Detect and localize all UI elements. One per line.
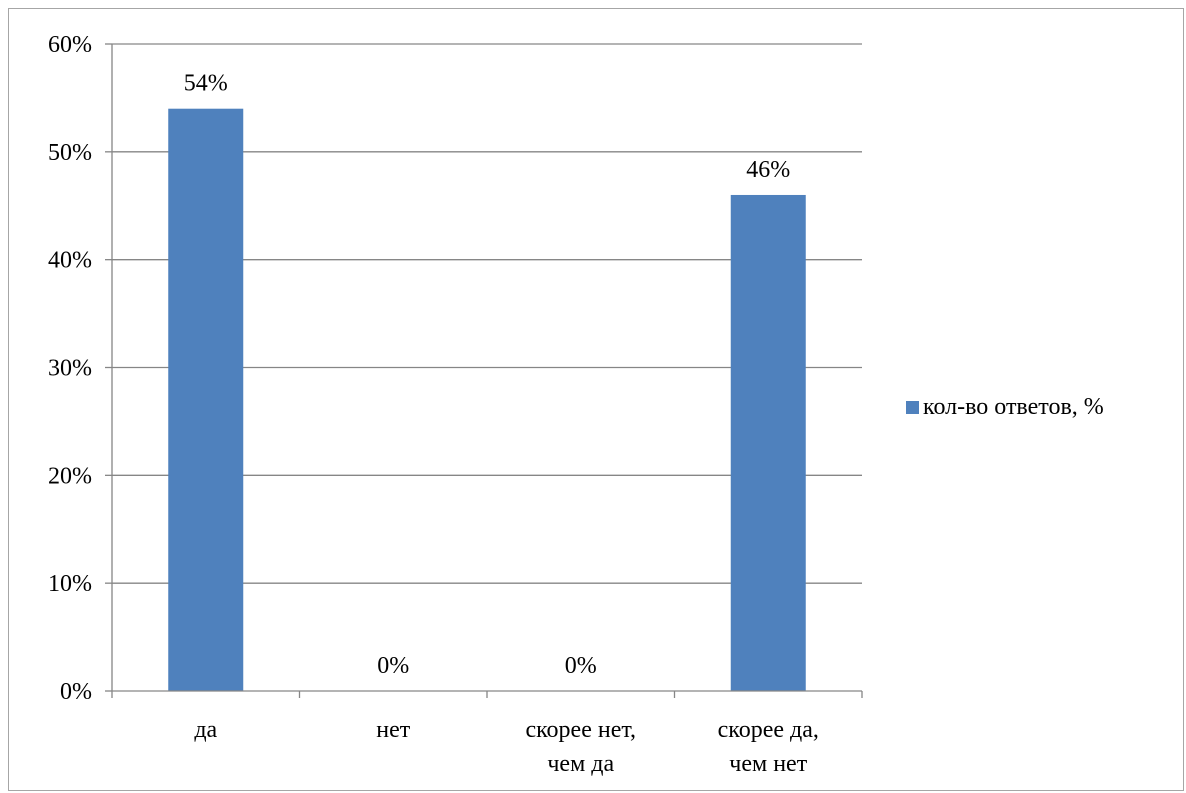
x-tick-label-line: да: [194, 717, 217, 743]
data-label: 54%: [184, 71, 228, 97]
x-tick-label: да: [194, 717, 217, 743]
x-tick-labels: да нет скорее нет, чем да скорее да, чем нет: [194, 717, 819, 777]
x-tick-label-line: скорее нет,: [525, 717, 636, 743]
chart-frame: 0% 10% 20% 30% 40% 50% 60% да нет скорее нет, чем…: [8, 8, 1184, 791]
x-tick-label-line: нет: [376, 717, 410, 743]
y-tick-labels: 0% 10% 20% 30% 40% 50% 60%: [48, 32, 92, 705]
data-label: 46%: [746, 157, 790, 183]
bar: [730, 194, 806, 691]
y-tick-label: 10%: [48, 571, 92, 597]
legend-label: кол-во ответов, %: [923, 394, 1104, 420]
y-tick-label: 0%: [60, 679, 92, 705]
axes: [105, 43, 863, 698]
data-label: 0%: [377, 653, 409, 679]
y-tick-label: 60%: [48, 32, 92, 58]
data-labels: 54% 0% 0% 46%: [184, 71, 791, 679]
legend-swatch: [906, 401, 919, 414]
y-tick-label: 40%: [48, 248, 92, 274]
x-tick-label-line: скорее да,: [718, 717, 819, 743]
y-tick-label: 50%: [48, 140, 92, 166]
x-tick-label: скорее нет, чем да: [525, 717, 636, 777]
x-tick-label-line: чем да: [547, 751, 614, 777]
data-label: 0%: [565, 653, 597, 679]
y-tick-label: 20%: [48, 463, 92, 489]
y-tick-label: 30%: [48, 356, 92, 382]
bar: [168, 108, 244, 691]
legend: кол-во ответов, %: [906, 394, 1104, 420]
x-tick-label: нет: [376, 717, 410, 743]
x-tick-label: скорее да, чем нет: [718, 717, 819, 777]
bars: [168, 108, 806, 691]
bar-chart: 0% 10% 20% 30% 40% 50% 60% да нет скорее нет, чем…: [48, 32, 1104, 777]
x-tick-label-line: чем нет: [729, 751, 807, 777]
